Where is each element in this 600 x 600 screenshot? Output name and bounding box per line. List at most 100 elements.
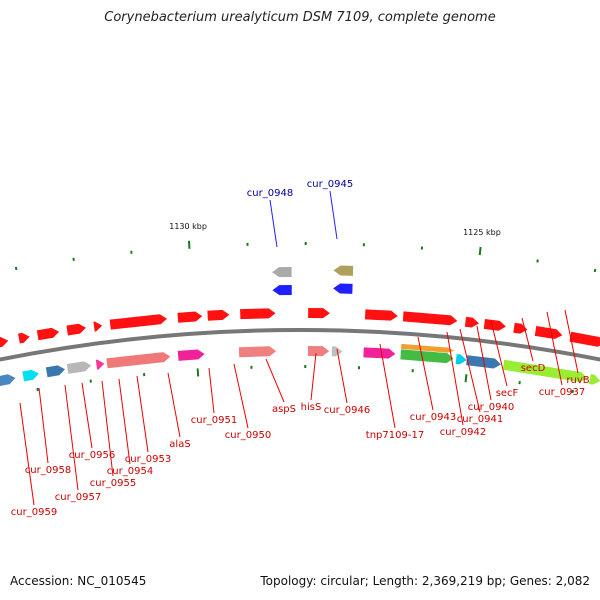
scale-tick	[478, 246, 482, 256]
scale-ticks	[14, 240, 597, 394]
inner-scale-tick	[36, 387, 39, 392]
gene-arrow	[364, 309, 398, 321]
leader-line	[118, 378, 131, 465]
gene-label: cur_0943	[410, 412, 456, 423]
leader-line	[167, 372, 181, 438]
gene-arrow	[400, 349, 454, 364]
leader-line	[64, 384, 79, 491]
gene-arrow	[363, 347, 396, 359]
leader-line	[101, 380, 114, 477]
gene-label: cur_0953	[125, 454, 171, 465]
gene-label: aspS	[272, 404, 296, 415]
leader-line	[269, 199, 278, 248]
topology-text: Topology: circular; Length: 2,369,219 bp…	[260, 574, 590, 588]
gene-label: cur_0945	[307, 179, 353, 190]
leader-line	[476, 325, 492, 401]
gene-label: hisS	[301, 402, 322, 413]
genome-backbone	[0, 327, 600, 362]
gene-label: cur_0951	[191, 415, 237, 426]
gene-arrow	[307, 346, 330, 357]
scale-label: 1125 kbp	[463, 228, 501, 237]
gene-arrow	[106, 352, 171, 369]
gene-arrow	[483, 318, 506, 331]
gene-arrow	[45, 365, 65, 378]
scale-tick	[593, 268, 597, 273]
gene-labels: cur_0948 cur_0945 cur_0959 cur_0958 cur_0957…	[11, 179, 590, 518]
gene-arrow	[401, 343, 455, 353]
gene-arrow	[66, 361, 92, 374]
leader-line	[310, 352, 317, 401]
gene-label: secD	[521, 363, 546, 374]
leader-line	[336, 348, 348, 404]
accession-text: Accession: NC_010545	[10, 574, 147, 588]
leader-line	[233, 363, 249, 429]
gene-label: ruvB	[566, 375, 589, 386]
gene-arrow	[95, 359, 105, 370]
gene-label: secF	[496, 388, 519, 399]
gene-label: cur_0955	[90, 478, 136, 489]
gene-arrow	[18, 332, 30, 344]
gene-arrow	[0, 336, 9, 348]
gene-label: tnp7109-17	[366, 430, 424, 441]
gene-arrow	[177, 311, 203, 323]
gene-arrow	[272, 285, 292, 296]
gene-label: cur_0950	[225, 430, 271, 441]
gene-arrow	[36, 327, 60, 341]
scale-tick	[14, 266, 18, 271]
gene-arrow	[402, 311, 458, 326]
gene-arrow	[207, 309, 230, 321]
gene-label: cur_0958	[25, 465, 71, 476]
gene-label: cur_0946	[324, 405, 370, 416]
leader-line	[490, 320, 508, 387]
gene-arrow	[308, 308, 330, 319]
genome-title: Corynebacterium urealyticum DSM 7109, co…	[104, 10, 496, 25]
gene-arrow	[569, 331, 600, 347]
gene-arrow	[534, 325, 563, 340]
leader-line	[546, 311, 563, 386]
gene-label: cur_0941	[457, 414, 503, 425]
leader-line	[208, 367, 215, 414]
leader-line	[19, 402, 35, 506]
gene-arrow	[109, 314, 168, 330]
gene-arrow	[513, 322, 528, 334]
leader-line	[379, 343, 396, 429]
gene-label: cur_0942	[440, 427, 486, 438]
inner-scale-tick	[571, 389, 574, 394]
gene-arrow	[66, 323, 86, 336]
gene-arrow	[333, 265, 354, 276]
gene-arrow	[238, 346, 277, 358]
leader-line	[136, 375, 149, 453]
gene-label: cur_0959	[11, 507, 57, 518]
gene-arrow	[0, 374, 16, 387]
leader-line	[459, 328, 481, 413]
leader-line	[521, 317, 534, 362]
leader-line	[417, 336, 434, 411]
gene-arrow	[177, 349, 205, 361]
gene-label: cur_0937	[539, 387, 585, 398]
gene-label: cur_0948	[247, 188, 293, 199]
label-leader-lines	[19, 190, 579, 506]
scale-tick	[187, 240, 191, 249]
gene-arrow	[333, 283, 353, 294]
leader-line	[265, 358, 285, 403]
gene-label: cur_0954	[107, 466, 153, 477]
gene-arrow	[588, 374, 600, 385]
gene-label: cur_0940	[468, 402, 514, 413]
gene-arrow	[464, 316, 479, 328]
gene-arrow	[455, 354, 467, 365]
leader-line	[446, 331, 464, 426]
gene-arrow	[502, 359, 588, 383]
gene-arrow	[93, 321, 103, 332]
leader-line	[81, 382, 93, 449]
scale-label: 1130 kbp	[169, 222, 207, 231]
gene-label: alaS	[169, 439, 190, 450]
gene-arrow	[240, 308, 276, 320]
inner-scale-tick	[464, 374, 468, 383]
gene-label: cur_0956	[69, 450, 115, 461]
gene-label: cur_0957	[55, 492, 101, 503]
leader-line	[329, 190, 338, 240]
gene-arrow	[22, 369, 39, 382]
inner-scale-tick	[196, 368, 200, 377]
